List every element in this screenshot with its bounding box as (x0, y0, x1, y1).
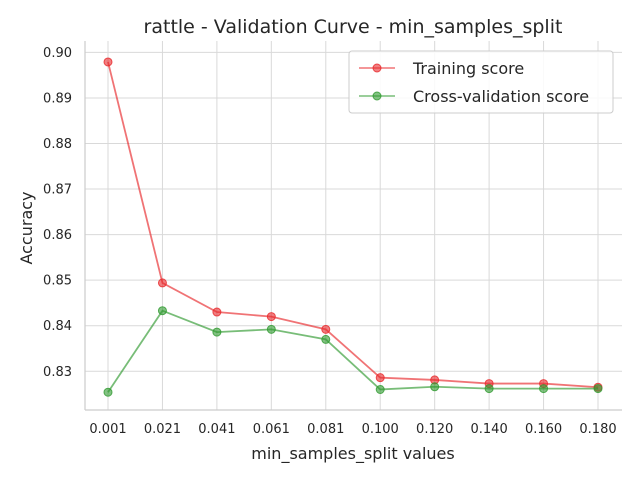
data-point (103, 57, 113, 67)
axes-spines (84, 41, 622, 411)
data-point (212, 327, 222, 337)
x-tick-label: 0.021 (144, 422, 181, 437)
data-point (266, 324, 276, 334)
data-point (157, 306, 167, 316)
data-point (430, 382, 440, 392)
x-tick-label: 0.160 (525, 422, 562, 437)
chart-title: rattle - Validation Curve - min_samples_… (144, 16, 563, 38)
data-point (484, 384, 494, 394)
y-tick-label: 0.88 (43, 137, 72, 152)
data-point (593, 384, 603, 394)
y-tick-label: 0.84 (43, 319, 72, 334)
series-line-1 (107, 309, 598, 393)
data-point (375, 373, 385, 383)
data-point (539, 384, 549, 394)
series-line-0 (107, 61, 599, 389)
x-axis-label: min_samples_split values (251, 444, 454, 464)
legend-marker-cross-validation (372, 91, 382, 101)
x-tick-label: 0.041 (198, 422, 235, 437)
data-point (266, 312, 276, 322)
y-tick-label: 0.89 (43, 91, 72, 106)
legend-marker-training (372, 63, 382, 73)
legend-label-training: Training score (412, 59, 524, 78)
y-tick-label: 0.87 (43, 183, 72, 198)
y-tick-label: 0.83 (43, 365, 72, 380)
legend-label-cross-validation: Cross-validation score (413, 87, 589, 106)
x-tick-label: 0.140 (471, 422, 508, 437)
x-tick-label: 0.001 (89, 422, 126, 437)
series-layer (103, 57, 603, 397)
y-axis-label: Accuracy (17, 191, 36, 264)
x-tick-label: 0.100 (362, 422, 399, 437)
y-tick-labels: 0.83 0.84 0.85 0.86 0.87 0.88 0.89 0.90 (43, 46, 72, 380)
y-tick-label: 0.85 (43, 274, 72, 289)
data-point (103, 387, 113, 397)
data-point (212, 307, 222, 317)
y-tick-label: 0.86 (43, 228, 72, 243)
data-point (375, 385, 385, 394)
x-tick-label: 0.081 (307, 422, 344, 437)
x-tick-label: 0.180 (579, 422, 616, 437)
x-tick-label: 0.061 (253, 422, 290, 437)
legend-box (348, 50, 614, 114)
y-tick-label: 0.90 (43, 46, 72, 61)
x-tick-labels: 0.001 0.021 0.041 0.061 0.081 0.100 0.120 0.140… (89, 422, 616, 437)
legend: Training score Cross-validation score (348, 50, 614, 114)
x-tick-label: 0.120 (416, 422, 453, 437)
data-point (321, 324, 331, 334)
data-point (321, 334, 331, 344)
data-point (157, 278, 167, 288)
